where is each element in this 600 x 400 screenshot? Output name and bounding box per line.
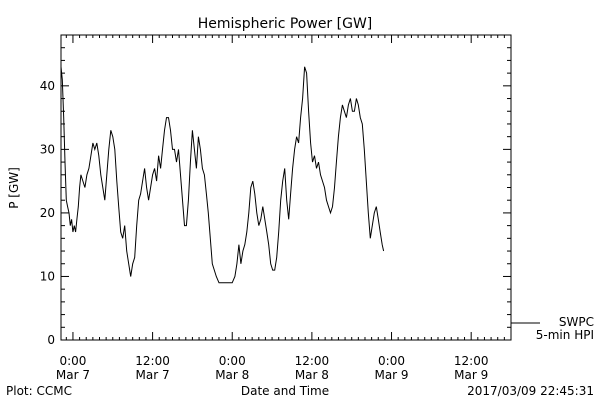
x-tick-label-time: 0:00 (378, 354, 405, 368)
series-line-swpc-hpi (60, 66, 385, 284)
x-tick-label-date: Mar 8 (295, 368, 329, 382)
y-tick-label: 20 (40, 206, 55, 220)
x-tick-label-time: 12:00 (295, 354, 330, 368)
legend-label-line1: SWPC (559, 315, 594, 329)
y-tick-label: 40 (40, 79, 55, 93)
x-tick-label-date: Mar 7 (56, 368, 90, 382)
y-axis: 0 10 20 30 40 (40, 34, 511, 347)
x-tick-label-time: 0:00 (219, 354, 246, 368)
x-tick-label-date: Mar 9 (374, 368, 408, 382)
x-tick-label-time: 12:00 (135, 354, 170, 368)
x-tick-label-time: 0:00 (59, 354, 86, 368)
footer-plot-credit: Plot: CCMC (6, 384, 72, 398)
chart-title: Hemispheric Power [GW] (198, 16, 373, 32)
y-tick-label: 30 (40, 142, 55, 156)
y-axis-label: P [GW] (7, 167, 21, 209)
legend-label-line2: 5-min HPI (536, 328, 594, 342)
y-tick-label: 0 (47, 333, 55, 347)
x-tick-label-date: Mar 8 (215, 368, 249, 382)
footer-timestamp: 2017/03/09 22:45:31 (467, 384, 594, 398)
x-tick-label-date: Mar 9 (454, 368, 488, 382)
y-tick-label: 10 (40, 269, 55, 283)
x-tick-label-date: Mar 7 (136, 368, 170, 382)
x-tick-label-time: 12:00 (454, 354, 489, 368)
x-axis-label: Date and Time (241, 384, 329, 398)
